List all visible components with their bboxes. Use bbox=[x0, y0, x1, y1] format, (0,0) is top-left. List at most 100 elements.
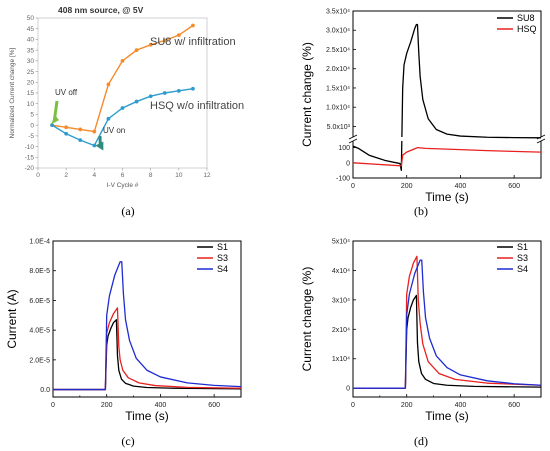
x-tick-label-c: 0 bbox=[51, 402, 55, 409]
arrow-head-uv-off bbox=[51, 115, 60, 125]
series-group-c bbox=[53, 261, 242, 391]
axis-break-gap bbox=[349, 137, 545, 141]
y-tick-label-a: -5 bbox=[28, 133, 34, 140]
series-line-a-hsq bbox=[51, 88, 194, 147]
legend-label-d-s1: S1 bbox=[517, 242, 528, 252]
x-tick-label-b: 0 bbox=[351, 183, 355, 190]
y-tick-label-d: 0 bbox=[346, 386, 350, 393]
data-point-a-su8 bbox=[106, 82, 111, 87]
x-tick-label-b: 200 bbox=[401, 183, 413, 190]
y-tick-label-a: 15 bbox=[27, 90, 35, 97]
data-point-a-hsq bbox=[92, 143, 97, 148]
legend-label-c-s3: S3 bbox=[217, 253, 228, 263]
y-tick-label-d: 1x10⁴ bbox=[332, 356, 350, 363]
y-tick-label-a: 5 bbox=[30, 112, 34, 119]
axis-break-mark bbox=[536, 138, 546, 144]
caption-a: (a) bbox=[121, 204, 134, 218]
legend-label-b-su8: SU8 bbox=[517, 13, 535, 23]
x-tick-label-a: 2 bbox=[64, 172, 68, 179]
y-tick-label-b: 3.5x10⁴ bbox=[326, 9, 350, 16]
y-tick-label-b: 100 bbox=[338, 145, 350, 152]
data-point-a-hsq bbox=[162, 91, 167, 95]
y-tick-label-d: 5x10⁴ bbox=[332, 239, 350, 246]
x-tick-label-b: 400 bbox=[455, 183, 467, 190]
axis-break-mark bbox=[348, 134, 358, 140]
y-tick-label-c: 2.0E-5 bbox=[29, 357, 50, 364]
x-tick-label-a: 10 bbox=[175, 172, 183, 179]
y-tick-label-a: 20 bbox=[27, 79, 35, 86]
y-tick-label-a: 40 bbox=[27, 37, 35, 44]
x-tick-label-b: 600 bbox=[508, 183, 520, 190]
annotation-uv-off: UV off bbox=[55, 88, 78, 97]
y-tick-label-d: 4x10⁴ bbox=[332, 268, 350, 275]
x-tick-label-c: 600 bbox=[208, 402, 220, 409]
data-point-a-hsq bbox=[148, 94, 153, 99]
y-tick-label-a: 35 bbox=[27, 47, 35, 54]
x-axis-label-c: Time (s) bbox=[125, 409, 169, 423]
plot-frame-c bbox=[52, 240, 242, 398]
y-axis-label-b: Current change (%) bbox=[300, 42, 314, 147]
y-tick-label-a: -15 bbox=[25, 154, 35, 161]
axis-break-gap-overlay bbox=[400, 137, 404, 141]
y-tick-label-c: 6.0E-5 bbox=[29, 298, 50, 305]
x-tick-label-a: 6 bbox=[121, 172, 125, 179]
data-point-a-su8 bbox=[120, 58, 125, 63]
y-tick-label-b: 5.0x10³ bbox=[327, 124, 351, 131]
legend-label-b-hsq: HSQ bbox=[517, 24, 537, 34]
x-tick-label-a: 0 bbox=[36, 172, 40, 179]
y-tick-label-b: 0 bbox=[346, 160, 350, 167]
caption-d: (d) bbox=[414, 434, 428, 448]
legend-label-c-s4: S4 bbox=[217, 264, 228, 274]
y-axis-label-d: Current change (%) bbox=[300, 267, 314, 372]
x-axis-label-b: Time (s) bbox=[425, 190, 469, 204]
legend-label-d-s3: S3 bbox=[517, 253, 528, 263]
y-tick-label-b: 2.5x10⁴ bbox=[326, 47, 350, 54]
data-point-a-su8 bbox=[134, 48, 139, 53]
y-tick-label-c: 8.0E-5 bbox=[29, 268, 50, 275]
series-group-d bbox=[353, 255, 542, 389]
data-point-a-hsq bbox=[50, 123, 54, 128]
x-tick-label-a: 4 bbox=[93, 172, 97, 179]
series-line-d-s4 bbox=[353, 259, 542, 389]
series-line-c-s3 bbox=[53, 307, 242, 391]
y-tick-label-b: -100 bbox=[336, 176, 350, 183]
y-tick-label-a: 30 bbox=[27, 58, 35, 65]
x-tick-label-c: 200 bbox=[101, 402, 113, 409]
series-line-b-su8 bbox=[352, 23, 542, 172]
series-line-c-s4 bbox=[53, 261, 242, 391]
data-point-a-hsq bbox=[106, 116, 111, 121]
chart-title-a: 408 nm source, @ 5V bbox=[58, 5, 144, 15]
data-point-a-su8 bbox=[64, 125, 69, 130]
series-label-hsq: HSQ w/o infiltration bbox=[150, 100, 244, 112]
caption-b: (b) bbox=[414, 204, 428, 218]
y-tick-label-a: 45 bbox=[27, 26, 35, 33]
x-tick-label-a: 8 bbox=[149, 172, 153, 179]
x-tick-label-c: 400 bbox=[155, 402, 167, 409]
data-point-a-hsq bbox=[176, 88, 181, 93]
y-axis-label-a: Normalized Current change [%] bbox=[9, 47, 16, 138]
data-point-a-hsq bbox=[64, 131, 69, 136]
y-tick-label-a: 50 bbox=[27, 15, 35, 22]
y-tick-label-b: 2.0x10⁴ bbox=[326, 66, 350, 73]
y-tick-label-a: 10 bbox=[27, 101, 35, 108]
x-axis-label-d: Time (s) bbox=[425, 409, 469, 423]
y-tick-label-d: 2x10⁴ bbox=[332, 327, 350, 334]
y-tick-label-d: 3x10⁴ bbox=[332, 297, 350, 304]
data-point-a-su8 bbox=[191, 23, 195, 28]
y-tick-label-a: 25 bbox=[27, 69, 35, 76]
x-axis-label-a: I-V Cycle # bbox=[107, 182, 139, 189]
data-point-a-hsq bbox=[78, 138, 83, 143]
x-tick-label-d: 200 bbox=[401, 402, 413, 409]
y-tick-label-a: -10 bbox=[25, 144, 35, 151]
x-tick-label-d: 0 bbox=[351, 402, 355, 409]
annotation-uv-on: UV on bbox=[103, 126, 125, 135]
data-point-a-su8 bbox=[148, 42, 153, 47]
plot-frame-d bbox=[352, 240, 542, 398]
legend-label-c-s1: S1 bbox=[217, 242, 228, 252]
arrow-head-uv-on bbox=[95, 141, 104, 151]
legend-label-d-s4: S4 bbox=[517, 264, 528, 274]
y-tick-label-a: 0 bbox=[30, 122, 34, 129]
axis-break-mark bbox=[348, 138, 358, 144]
caption-c: (c) bbox=[121, 434, 134, 448]
series-line-d-s3 bbox=[353, 255, 542, 389]
